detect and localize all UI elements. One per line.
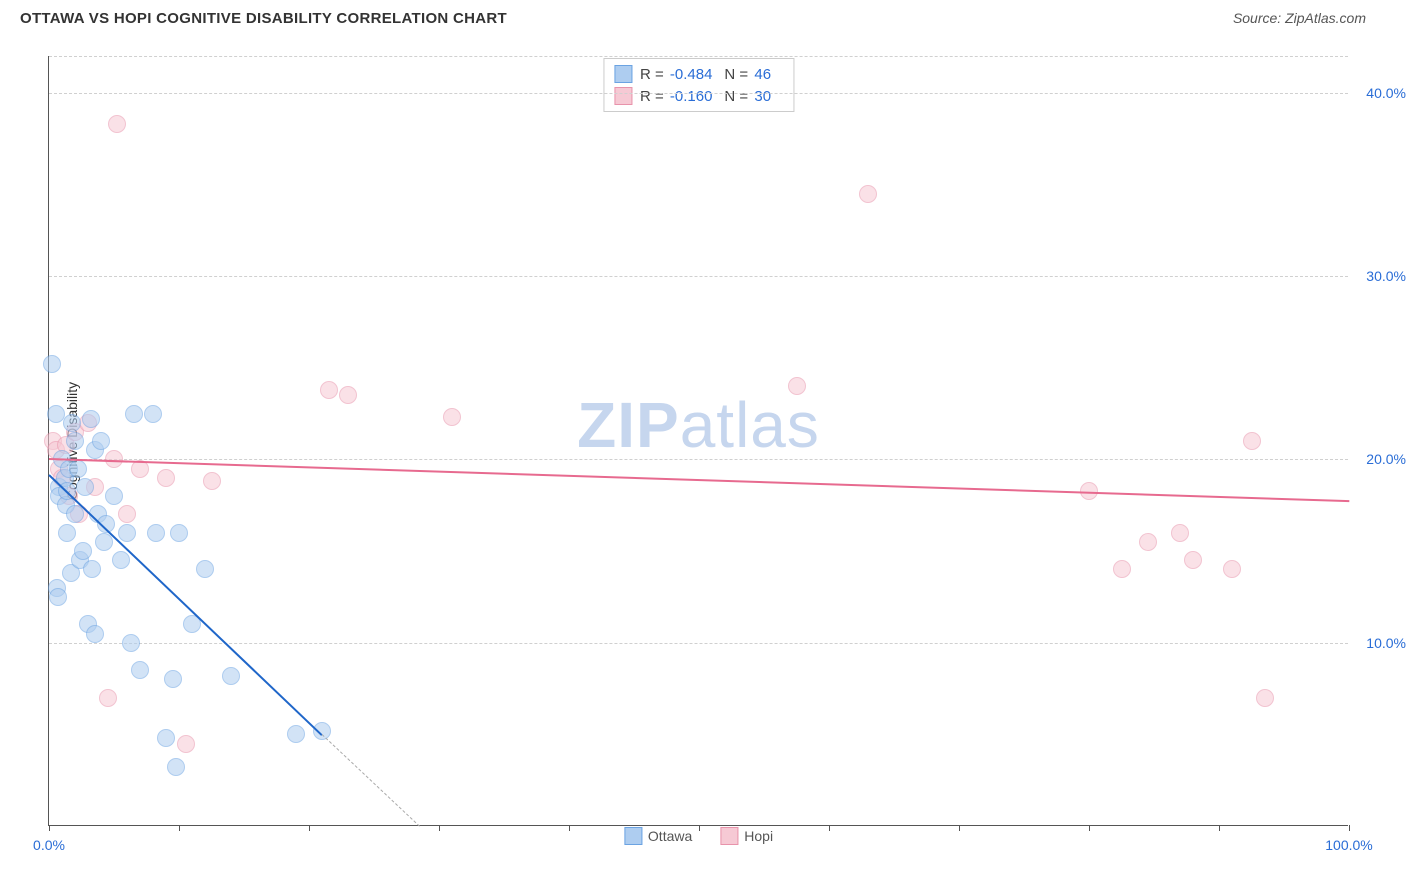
ottawa-marker: [144, 405, 162, 423]
hopi-marker: [99, 689, 117, 707]
legend-correlation-row: R = -0.160N = 30: [614, 85, 783, 107]
gridline: [49, 276, 1348, 277]
x-tick: [699, 825, 700, 831]
ottawa-swatch: [624, 827, 642, 845]
hopi-marker: [320, 381, 338, 399]
hopi-marker: [177, 735, 195, 753]
x-tick: [1349, 825, 1350, 831]
ottawa-marker: [43, 355, 61, 373]
x-tick: [309, 825, 310, 831]
ottawa-marker: [222, 667, 240, 685]
y-tick-label: 30.0%: [1366, 268, 1406, 284]
ottawa-marker: [92, 432, 110, 450]
ottawa-marker: [86, 625, 104, 643]
hopi-marker: [203, 472, 221, 490]
hopi-marker: [1080, 482, 1098, 500]
legend-label: Hopi: [744, 828, 773, 844]
ottawa-trendline-extrap: [322, 734, 420, 826]
hopi-marker: [157, 469, 175, 487]
hopi-swatch: [720, 827, 738, 845]
x-tick: [439, 825, 440, 831]
x-tick: [569, 825, 570, 831]
hopi-marker: [1139, 533, 1157, 551]
legend-item-hopi: Hopi: [720, 827, 773, 845]
ottawa-marker: [95, 533, 113, 551]
ottawa-marker: [83, 560, 101, 578]
x-tick: [1219, 825, 1220, 831]
legend-label: Ottawa: [648, 828, 692, 844]
x-tick: [829, 825, 830, 831]
ottawa-marker: [196, 560, 214, 578]
ottawa-marker: [74, 542, 92, 560]
y-tick-label: 20.0%: [1366, 451, 1406, 467]
x-tick: [959, 825, 960, 831]
hopi-marker: [1256, 689, 1274, 707]
hopi-marker: [859, 185, 877, 203]
legend-correlation-row: R = -0.484N = 46: [614, 63, 783, 85]
hopi-marker: [788, 377, 806, 395]
ottawa-marker: [69, 460, 87, 478]
gridline: [49, 56, 1348, 57]
gridline: [49, 459, 1348, 460]
legend-item-ottawa: Ottawa: [624, 827, 692, 845]
legend-correlation-box: R = -0.484N = 46R = -0.160N = 30: [603, 58, 794, 112]
ottawa-marker: [58, 524, 76, 542]
ottawa-swatch: [614, 65, 632, 83]
ottawa-marker: [287, 725, 305, 743]
ottawa-trendline: [48, 474, 322, 736]
ottawa-marker: [47, 405, 65, 423]
x-tick: [179, 825, 180, 831]
y-tick-label: 10.0%: [1366, 635, 1406, 651]
x-tick: [1089, 825, 1090, 831]
ottawa-marker: [112, 551, 130, 569]
ottawa-marker: [122, 634, 140, 652]
watermark-light: atlas: [680, 389, 820, 461]
ottawa-marker: [170, 524, 188, 542]
gridline: [49, 643, 1348, 644]
ottawa-marker: [105, 487, 123, 505]
ottawa-marker: [167, 758, 185, 776]
y-tick-label: 40.0%: [1366, 85, 1406, 101]
x-tick-label: 100.0%: [1325, 837, 1372, 853]
chart-plot-area: Cognitive Disability ZIPatlas R = -0.484…: [48, 56, 1348, 826]
hopi-marker: [118, 505, 136, 523]
ottawa-marker: [76, 478, 94, 496]
hopi-marker: [1223, 560, 1241, 578]
x-tick: [49, 825, 50, 831]
source-label: Source: ZipAtlas.com: [1233, 10, 1366, 27]
hopi-swatch: [614, 87, 632, 105]
gridline: [49, 93, 1348, 94]
watermark-bold: ZIP: [577, 389, 680, 461]
hopi-marker: [1171, 524, 1189, 542]
hopi-trendline: [49, 458, 1349, 502]
hopi-marker: [1113, 560, 1131, 578]
hopi-marker: [1243, 432, 1261, 450]
ottawa-marker: [125, 405, 143, 423]
ottawa-marker: [147, 524, 165, 542]
ottawa-marker: [131, 661, 149, 679]
hopi-marker: [1184, 551, 1202, 569]
ottawa-marker: [82, 410, 100, 428]
ottawa-marker: [118, 524, 136, 542]
hopi-marker: [339, 386, 357, 404]
ottawa-marker: [66, 432, 84, 450]
hopi-marker: [443, 408, 461, 426]
watermark: ZIPatlas: [577, 388, 820, 462]
x-tick-label: 0.0%: [33, 837, 65, 853]
ottawa-marker: [63, 414, 81, 432]
hopi-marker: [108, 115, 126, 133]
chart-title: OTTAWA VS HOPI COGNITIVE DISABILITY CORR…: [20, 10, 507, 27]
ottawa-marker: [164, 670, 182, 688]
ottawa-marker: [49, 588, 67, 606]
ottawa-marker: [157, 729, 175, 747]
